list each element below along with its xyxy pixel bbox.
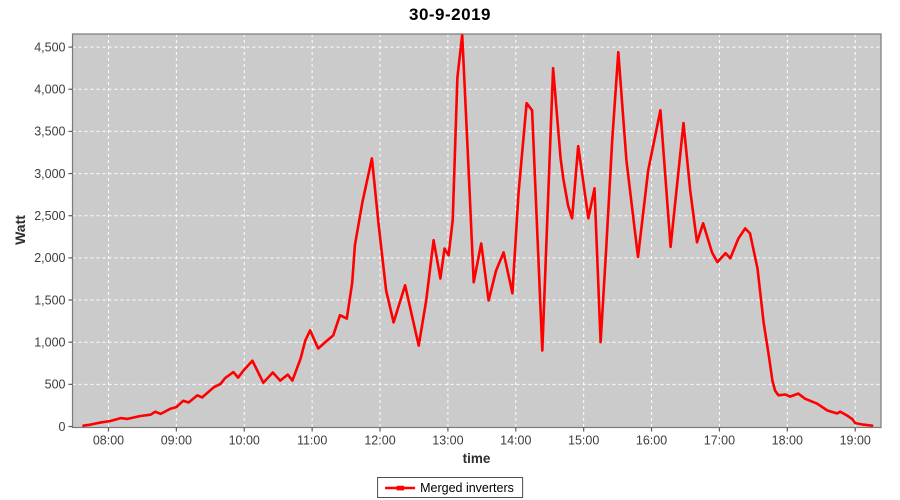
y-tick-label: 2,000 (34, 251, 65, 265)
y-tick-label: 4,500 (34, 40, 65, 54)
y-tick-label: 4,000 (34, 83, 65, 97)
y-tick-label: 0 (59, 420, 66, 434)
x-axis-title: time (462, 451, 491, 466)
y-tick-label: 500 (45, 378, 66, 392)
y-tick-label: 1,000 (34, 335, 65, 349)
legend-line-icon (385, 485, 416, 490)
y-axis-title: Watt (12, 215, 28, 245)
x-tick-label: 12:00 (364, 434, 395, 448)
plot-border (71, 33, 882, 429)
chart-title: 30-9-2019 (408, 5, 491, 24)
x-tick-label: 11:00 (297, 434, 327, 448)
x-tick-label: 19:00 (840, 434, 871, 448)
x-tick-label: 16:00 (636, 434, 667, 448)
y-tick-label: 2,500 (34, 209, 65, 223)
x-tick-label: 14:00 (500, 434, 531, 448)
series-line (82, 33, 874, 427)
x-tick-label: 17:00 (704, 434, 735, 448)
x-tick-label: 13:00 (432, 434, 463, 448)
y-tick-label: 3,000 (34, 167, 65, 181)
x-tick-label: 15:00 (568, 434, 599, 448)
x-tick-label: 18:00 (772, 434, 803, 448)
y-tick-label: 1,500 (34, 293, 65, 307)
legend-label: Merged inverters (420, 480, 514, 495)
x-tick-label: 09:00 (161, 434, 192, 448)
legend: Merged inverters (377, 477, 523, 498)
x-tick-label: 08:00 (93, 434, 124, 448)
y-tick-label: 3,500 (34, 125, 65, 139)
plot-background (72, 34, 881, 428)
x-tick-label: 10:00 (229, 434, 260, 448)
